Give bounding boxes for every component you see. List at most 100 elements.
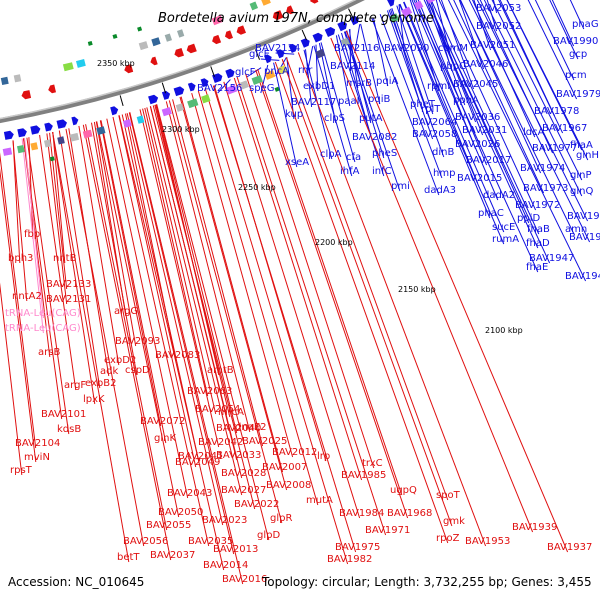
forward-gene-label: pheT <box>410 99 436 110</box>
forward-gene-label: comM <box>438 43 468 54</box>
scale-tick-label: 2150 kbp <box>398 285 436 294</box>
reverse-leader-line <box>65 128 145 547</box>
forward-gene-label: glnP <box>570 170 592 181</box>
forward-gene-label: rnr <box>298 65 313 76</box>
forward-gene-label: BAV2052 <box>476 21 521 32</box>
reverse-leader-line <box>255 69 409 519</box>
reverse-leader-line <box>52 131 66 264</box>
reverse-leader-line <box>233 77 363 481</box>
reverse-gene-label: BAV2040 <box>216 423 261 434</box>
forward-leader-line <box>425 0 466 106</box>
cog-feature-block <box>123 119 132 128</box>
reverse-gene-label: BAV2008 <box>266 480 311 491</box>
cog-feature-block <box>211 15 224 26</box>
reverse-gene-arrow <box>286 5 295 15</box>
reverse-gene-label: lrp <box>317 451 330 462</box>
reverse-gene-label: ugpQ <box>390 485 417 496</box>
cog-feature-block <box>76 59 86 68</box>
cog-feature-block <box>315 48 326 59</box>
forward-gene-arrow <box>148 94 159 105</box>
reverse-gene-label: BAV2023 <box>202 515 247 526</box>
reverse-gene-arrow <box>150 56 158 66</box>
scale-tick-mark <box>161 82 167 94</box>
reverse-gene-arrow <box>236 25 246 35</box>
forward-leader-line <box>551 0 575 47</box>
reverse-leader-line <box>165 101 251 433</box>
reverse-leader-line <box>118 115 225 571</box>
scale-tick-label: 2200 kbp <box>315 238 353 247</box>
reverse-leader-line <box>257 68 403 496</box>
forward-leader-line <box>486 0 498 32</box>
forward-gene-label: phaC <box>478 208 504 219</box>
reverse-leader-line <box>129 112 244 585</box>
reverse-gene-label: BAV1971 <box>365 525 410 536</box>
forward-leader-line <box>320 42 356 163</box>
forward-leader-line <box>440 0 475 90</box>
reverse-gene-label: BAV2012 <box>272 447 317 458</box>
reverse-gene-label: BAV1968 <box>387 508 432 519</box>
reverse-gene-label: mrcA <box>218 407 244 418</box>
reverse-leader-line <box>85 124 168 531</box>
reverse-gene-label: lpxK <box>83 394 105 405</box>
reverse-leader-line <box>297 52 487 547</box>
reverse-gene-label: adk <box>100 366 118 377</box>
forward-gene-label: fhaE <box>526 262 548 273</box>
forward-gene-label: clpA <box>320 149 342 160</box>
cog-feature-block <box>96 126 106 135</box>
forward-gene-arrow <box>56 119 67 129</box>
reverse-gene-label: BAV1984 <box>339 508 384 519</box>
reverse-leader-line <box>112 116 210 547</box>
reverse-gene-label: BAV2042 <box>198 437 243 448</box>
cog-feature-block <box>164 33 172 42</box>
reverse-gene-label: BAV2037 <box>150 550 195 561</box>
forward-gene-arrow <box>312 32 323 43</box>
reverse-gene-label: BAV2101 <box>41 409 86 420</box>
cog-feature-block <box>201 94 211 104</box>
reverse-gene-label: BAV2028 <box>221 468 266 479</box>
reverse-gene-label: mutA <box>306 495 333 506</box>
cog-feature-block <box>225 84 238 95</box>
cog-feature-block <box>264 70 276 80</box>
forward-gene-label: speG <box>249 83 274 94</box>
reverse-gene-label: glpR <box>270 513 292 524</box>
forward-gene-arrow <box>187 82 196 92</box>
forward-gene-label: BAV2114 <box>330 61 375 72</box>
reverse-gene-arrow <box>48 84 56 94</box>
reverse-gene-arrow <box>310 0 319 4</box>
reverse-gene-label: dnaE2 <box>235 422 267 433</box>
reverse-gene-label: argF <box>64 380 86 391</box>
reverse-gene-label: BAV2133 <box>46 279 91 290</box>
reverse-gene-label: gmk <box>443 516 465 527</box>
map-title: Bordetella avium 197N, complete genome <box>158 11 434 26</box>
cog-feature-block <box>44 139 52 148</box>
scale-tick-label: 2100 kbp <box>485 326 523 335</box>
reverse-gene-label: arsB <box>38 347 60 358</box>
forward-gene-arrow <box>349 15 359 26</box>
forward-leader-line <box>506 0 589 161</box>
forward-gene-arrow <box>17 128 27 138</box>
reverse-leader-line <box>180 96 284 473</box>
forward-leader-line <box>527 0 578 100</box>
forward-gene-label: BAV1946 <box>565 271 600 282</box>
reverse-leader-line <box>274 61 449 544</box>
scale-tick-label: 2350 kbp <box>97 59 135 68</box>
cog-feature-block <box>340 37 350 47</box>
label-leader-lines <box>0 0 591 585</box>
forward-gene-label: rplT <box>421 104 441 115</box>
forward-gene-label: BAV2036 <box>455 112 500 123</box>
forward-gene-label: BAV2031 <box>462 125 507 136</box>
forward-gene-label: BAV2134 <box>255 43 300 54</box>
forward-gene-label: BAV2116 <box>334 43 379 54</box>
forward-gene-label: pcm <box>565 70 587 81</box>
forward-gene-label: glnQ <box>570 186 593 197</box>
forward-gene-label: BAV2026 <box>455 139 500 150</box>
forward-leader-line <box>348 29 359 89</box>
reverse-gene-label: fbp <box>24 229 40 240</box>
forward-gene-label: ppiD <box>517 213 540 224</box>
reverse-leader-line <box>212 85 357 553</box>
genome-backbone <box>0 0 365 124</box>
cog-feature-block <box>69 132 80 142</box>
forward-leader-line <box>430 0 540 235</box>
reverse-leader-line <box>152 105 256 510</box>
forward-gene-label: dadA3 <box>424 185 456 196</box>
